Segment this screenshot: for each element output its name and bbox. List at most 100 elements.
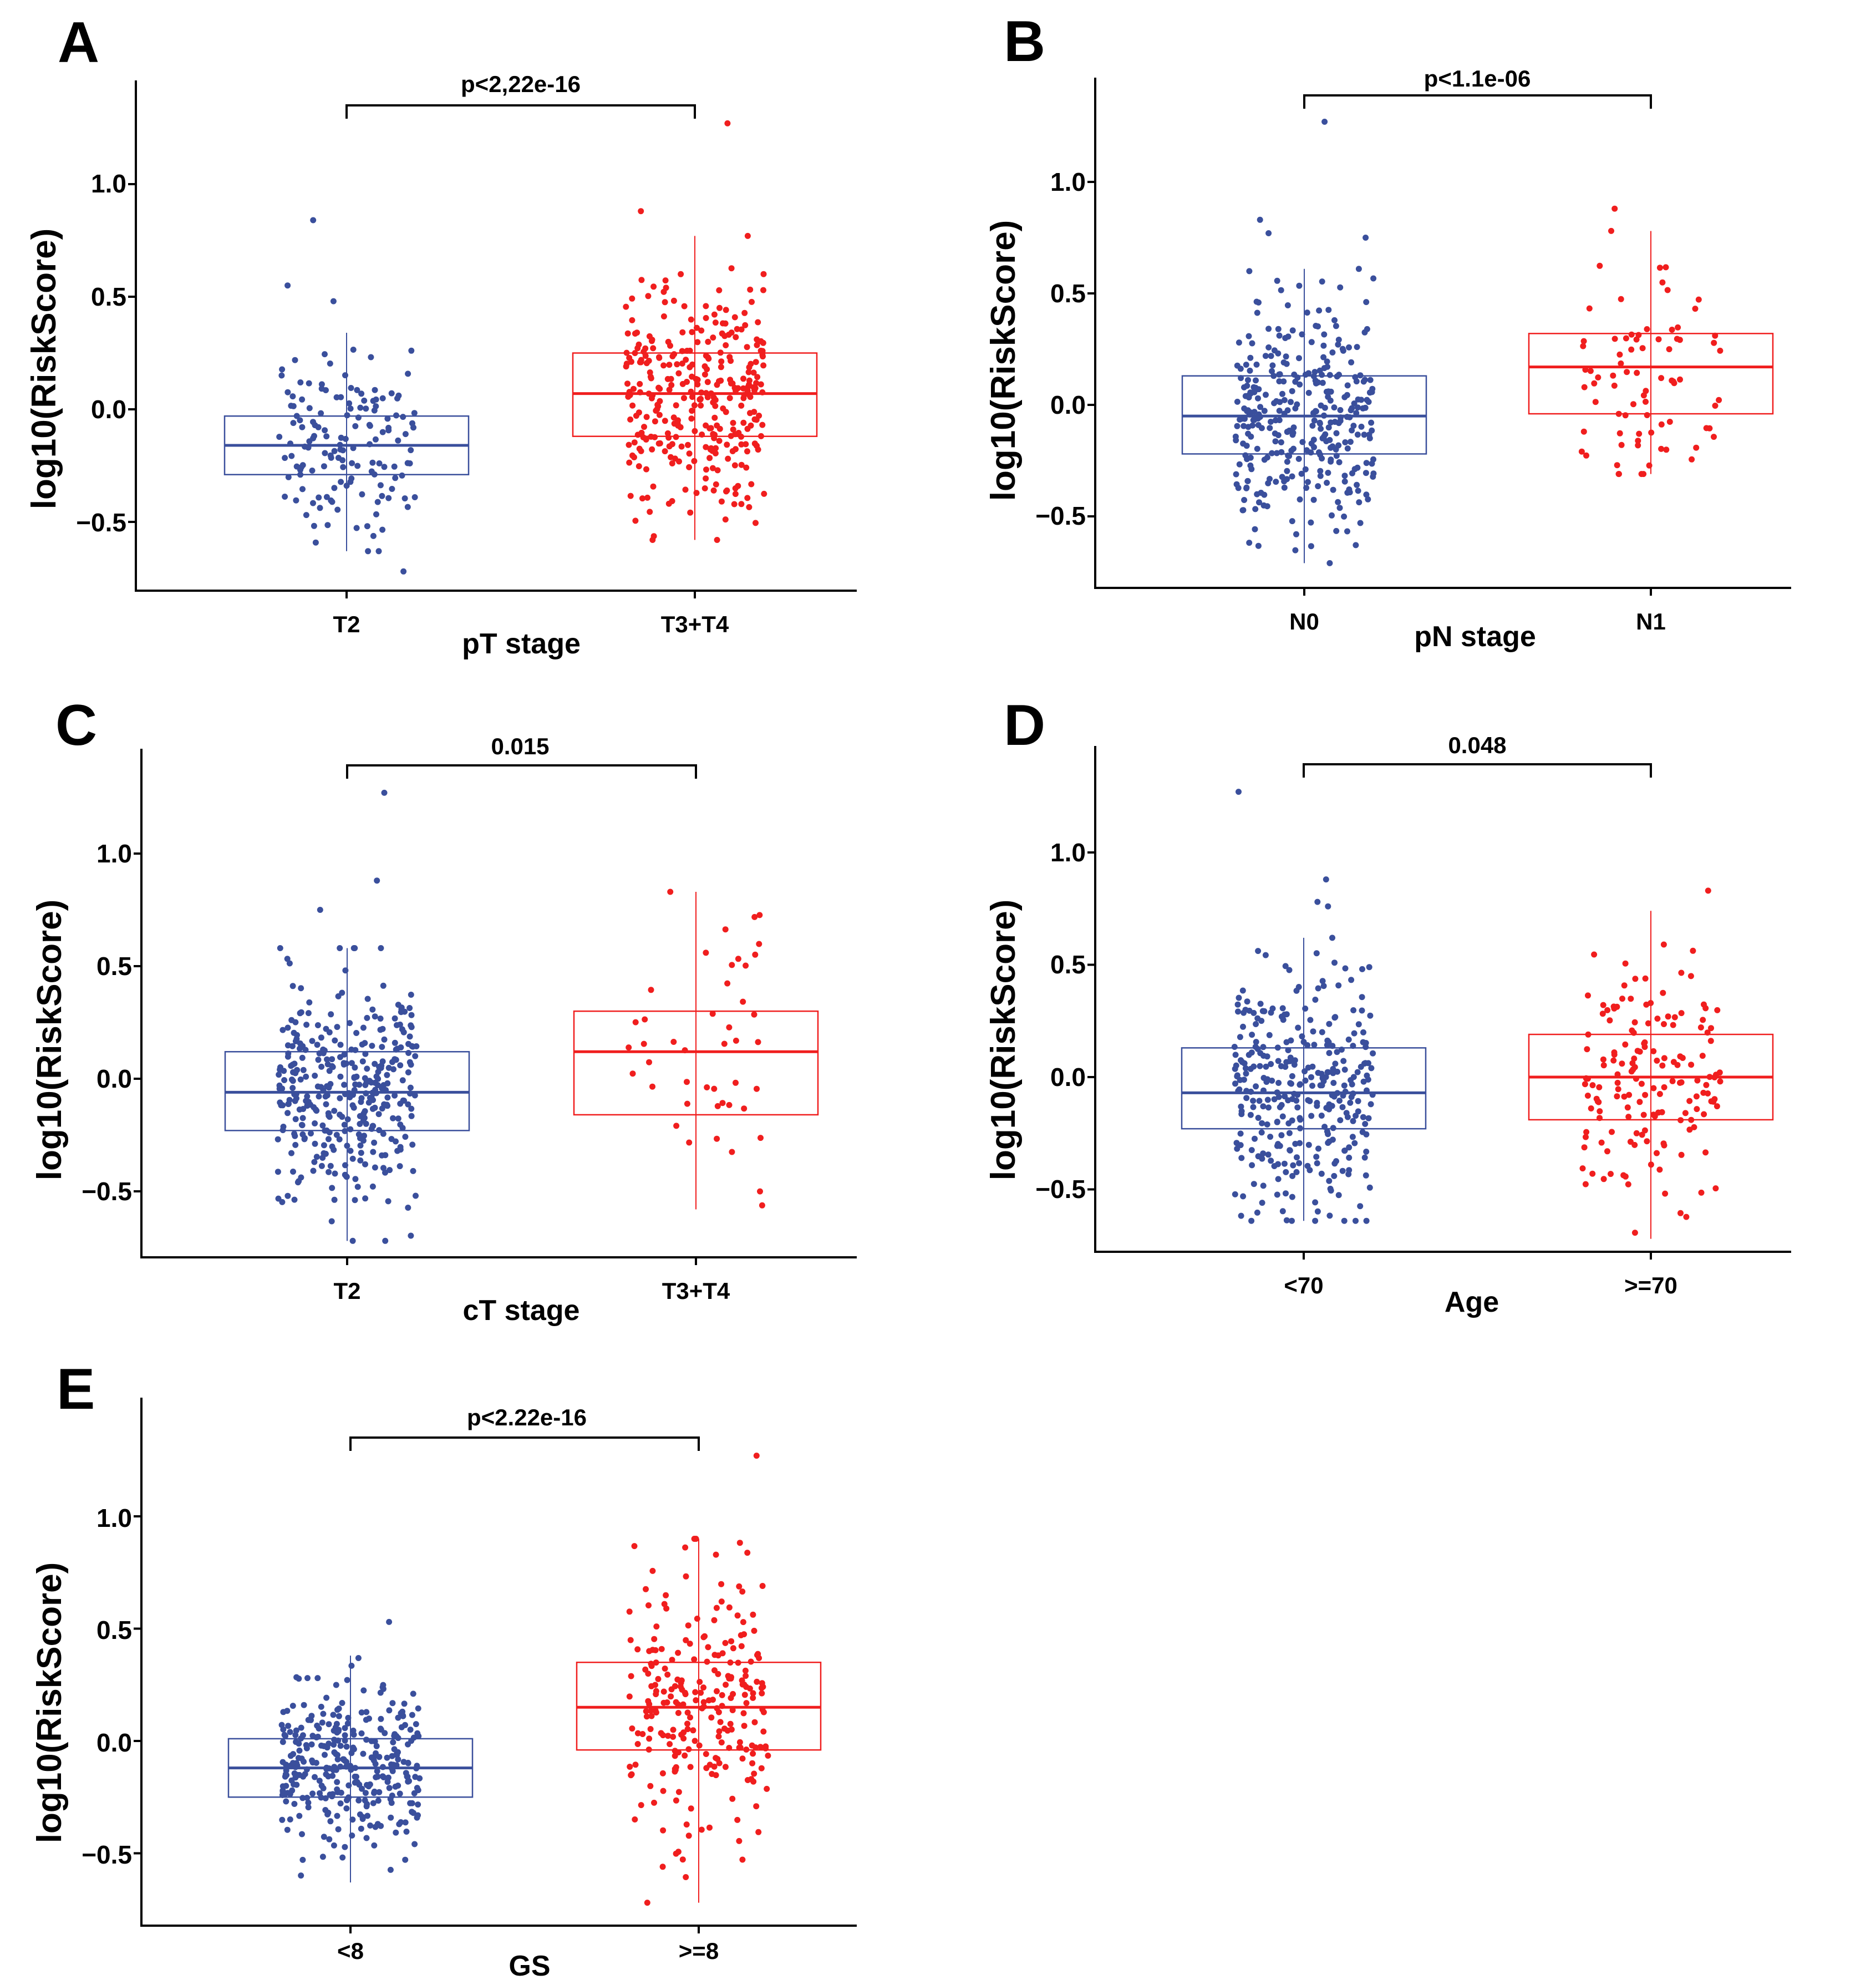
data-point	[349, 1816, 356, 1823]
data-point	[389, 1700, 396, 1707]
data-point	[1359, 1129, 1366, 1135]
data-point	[393, 1829, 399, 1836]
data-point	[726, 1604, 733, 1611]
data-point	[1337, 284, 1344, 291]
data-point	[404, 504, 411, 510]
data-point	[645, 293, 652, 299]
data-point	[334, 1752, 340, 1758]
data-point	[1261, 456, 1268, 463]
data-point	[1348, 359, 1355, 365]
data-point	[1351, 1140, 1358, 1146]
data-point	[673, 1699, 679, 1705]
data-point	[738, 501, 745, 507]
data-point	[1304, 447, 1310, 454]
data-point	[294, 1067, 301, 1073]
data-point	[1365, 1077, 1371, 1083]
data-point	[282, 455, 288, 461]
data-point	[1640, 471, 1647, 478]
data-point	[1615, 471, 1622, 478]
data-point	[1660, 1140, 1667, 1147]
data-point	[680, 1729, 687, 1736]
data-point	[726, 1101, 733, 1108]
data-point	[1248, 1147, 1255, 1154]
data-point	[371, 1139, 378, 1146]
data-point	[372, 1164, 378, 1171]
data-point	[1319, 455, 1325, 462]
data-point	[1273, 479, 1279, 485]
data-point	[1309, 1063, 1316, 1070]
panel-b: B log10(RiskScore) pN stage N0 N1 p<1.1e…	[984, 9, 1791, 653]
data-point	[1313, 1154, 1320, 1160]
data-point	[647, 1783, 654, 1789]
data-point	[396, 1821, 403, 1827]
data-point	[704, 379, 711, 385]
data-point	[1336, 1098, 1343, 1104]
data-point	[666, 362, 673, 368]
data-point	[1237, 1130, 1244, 1137]
data-point	[1714, 1007, 1721, 1013]
x-axis-title: cT stage	[463, 1294, 580, 1327]
data-point	[304, 1675, 311, 1682]
data-point	[689, 373, 695, 380]
data-point	[349, 1102, 356, 1109]
data-point	[628, 1771, 635, 1778]
data-point	[740, 385, 746, 392]
data-point	[1263, 392, 1269, 398]
data-point	[719, 1650, 726, 1657]
data-point	[1362, 235, 1369, 241]
data-point	[413, 1192, 419, 1199]
data-point	[751, 409, 757, 415]
data-point	[348, 1060, 355, 1067]
data-point	[298, 985, 304, 992]
data-point	[1361, 431, 1367, 438]
data-point	[344, 1720, 351, 1727]
panel-letter: A	[58, 11, 99, 75]
data-point	[1683, 1214, 1690, 1220]
data-point	[713, 1551, 719, 1558]
data-point	[1363, 1217, 1370, 1224]
data-point	[708, 445, 714, 451]
data-point	[740, 998, 746, 1005]
data-point	[408, 1105, 415, 1112]
data-point	[362, 1161, 368, 1167]
data-point	[1337, 1117, 1344, 1124]
data-point	[662, 418, 668, 424]
data-point	[375, 548, 382, 555]
data-point	[296, 1106, 303, 1113]
data-point	[1662, 1190, 1669, 1197]
data-point	[296, 1747, 303, 1754]
data-point	[1248, 1217, 1255, 1224]
data-point	[1633, 1130, 1640, 1136]
data-point	[335, 993, 342, 999]
data-point	[671, 351, 678, 358]
data-point	[1634, 369, 1640, 376]
data-point	[1240, 1023, 1246, 1030]
data-point	[1311, 417, 1318, 424]
data-point	[689, 394, 695, 400]
data-point	[1618, 296, 1624, 302]
data-point	[362, 1108, 368, 1114]
data-point	[1623, 335, 1629, 342]
data-point	[755, 319, 761, 326]
data-point	[370, 532, 377, 539]
data-point	[1355, 404, 1361, 411]
data-point	[1233, 481, 1240, 488]
data-point	[1271, 1096, 1278, 1103]
data-point	[696, 1742, 703, 1749]
data-point	[1325, 394, 1331, 400]
data-point	[1362, 1172, 1369, 1179]
data-point	[327, 361, 333, 367]
data-point	[372, 387, 378, 393]
data-point	[397, 1144, 404, 1150]
data-point	[1262, 952, 1269, 958]
data-point	[1644, 1138, 1650, 1145]
data-point	[372, 436, 379, 443]
data-point	[379, 1684, 386, 1690]
data-point	[1305, 479, 1311, 485]
data-point	[648, 1663, 655, 1669]
data-point	[401, 1700, 408, 1707]
y-tick-label: −0.5	[82, 1177, 132, 1206]
data-point	[1279, 1005, 1286, 1012]
y-tick-label: 1.0	[96, 1504, 132, 1532]
data-point	[700, 1684, 706, 1691]
